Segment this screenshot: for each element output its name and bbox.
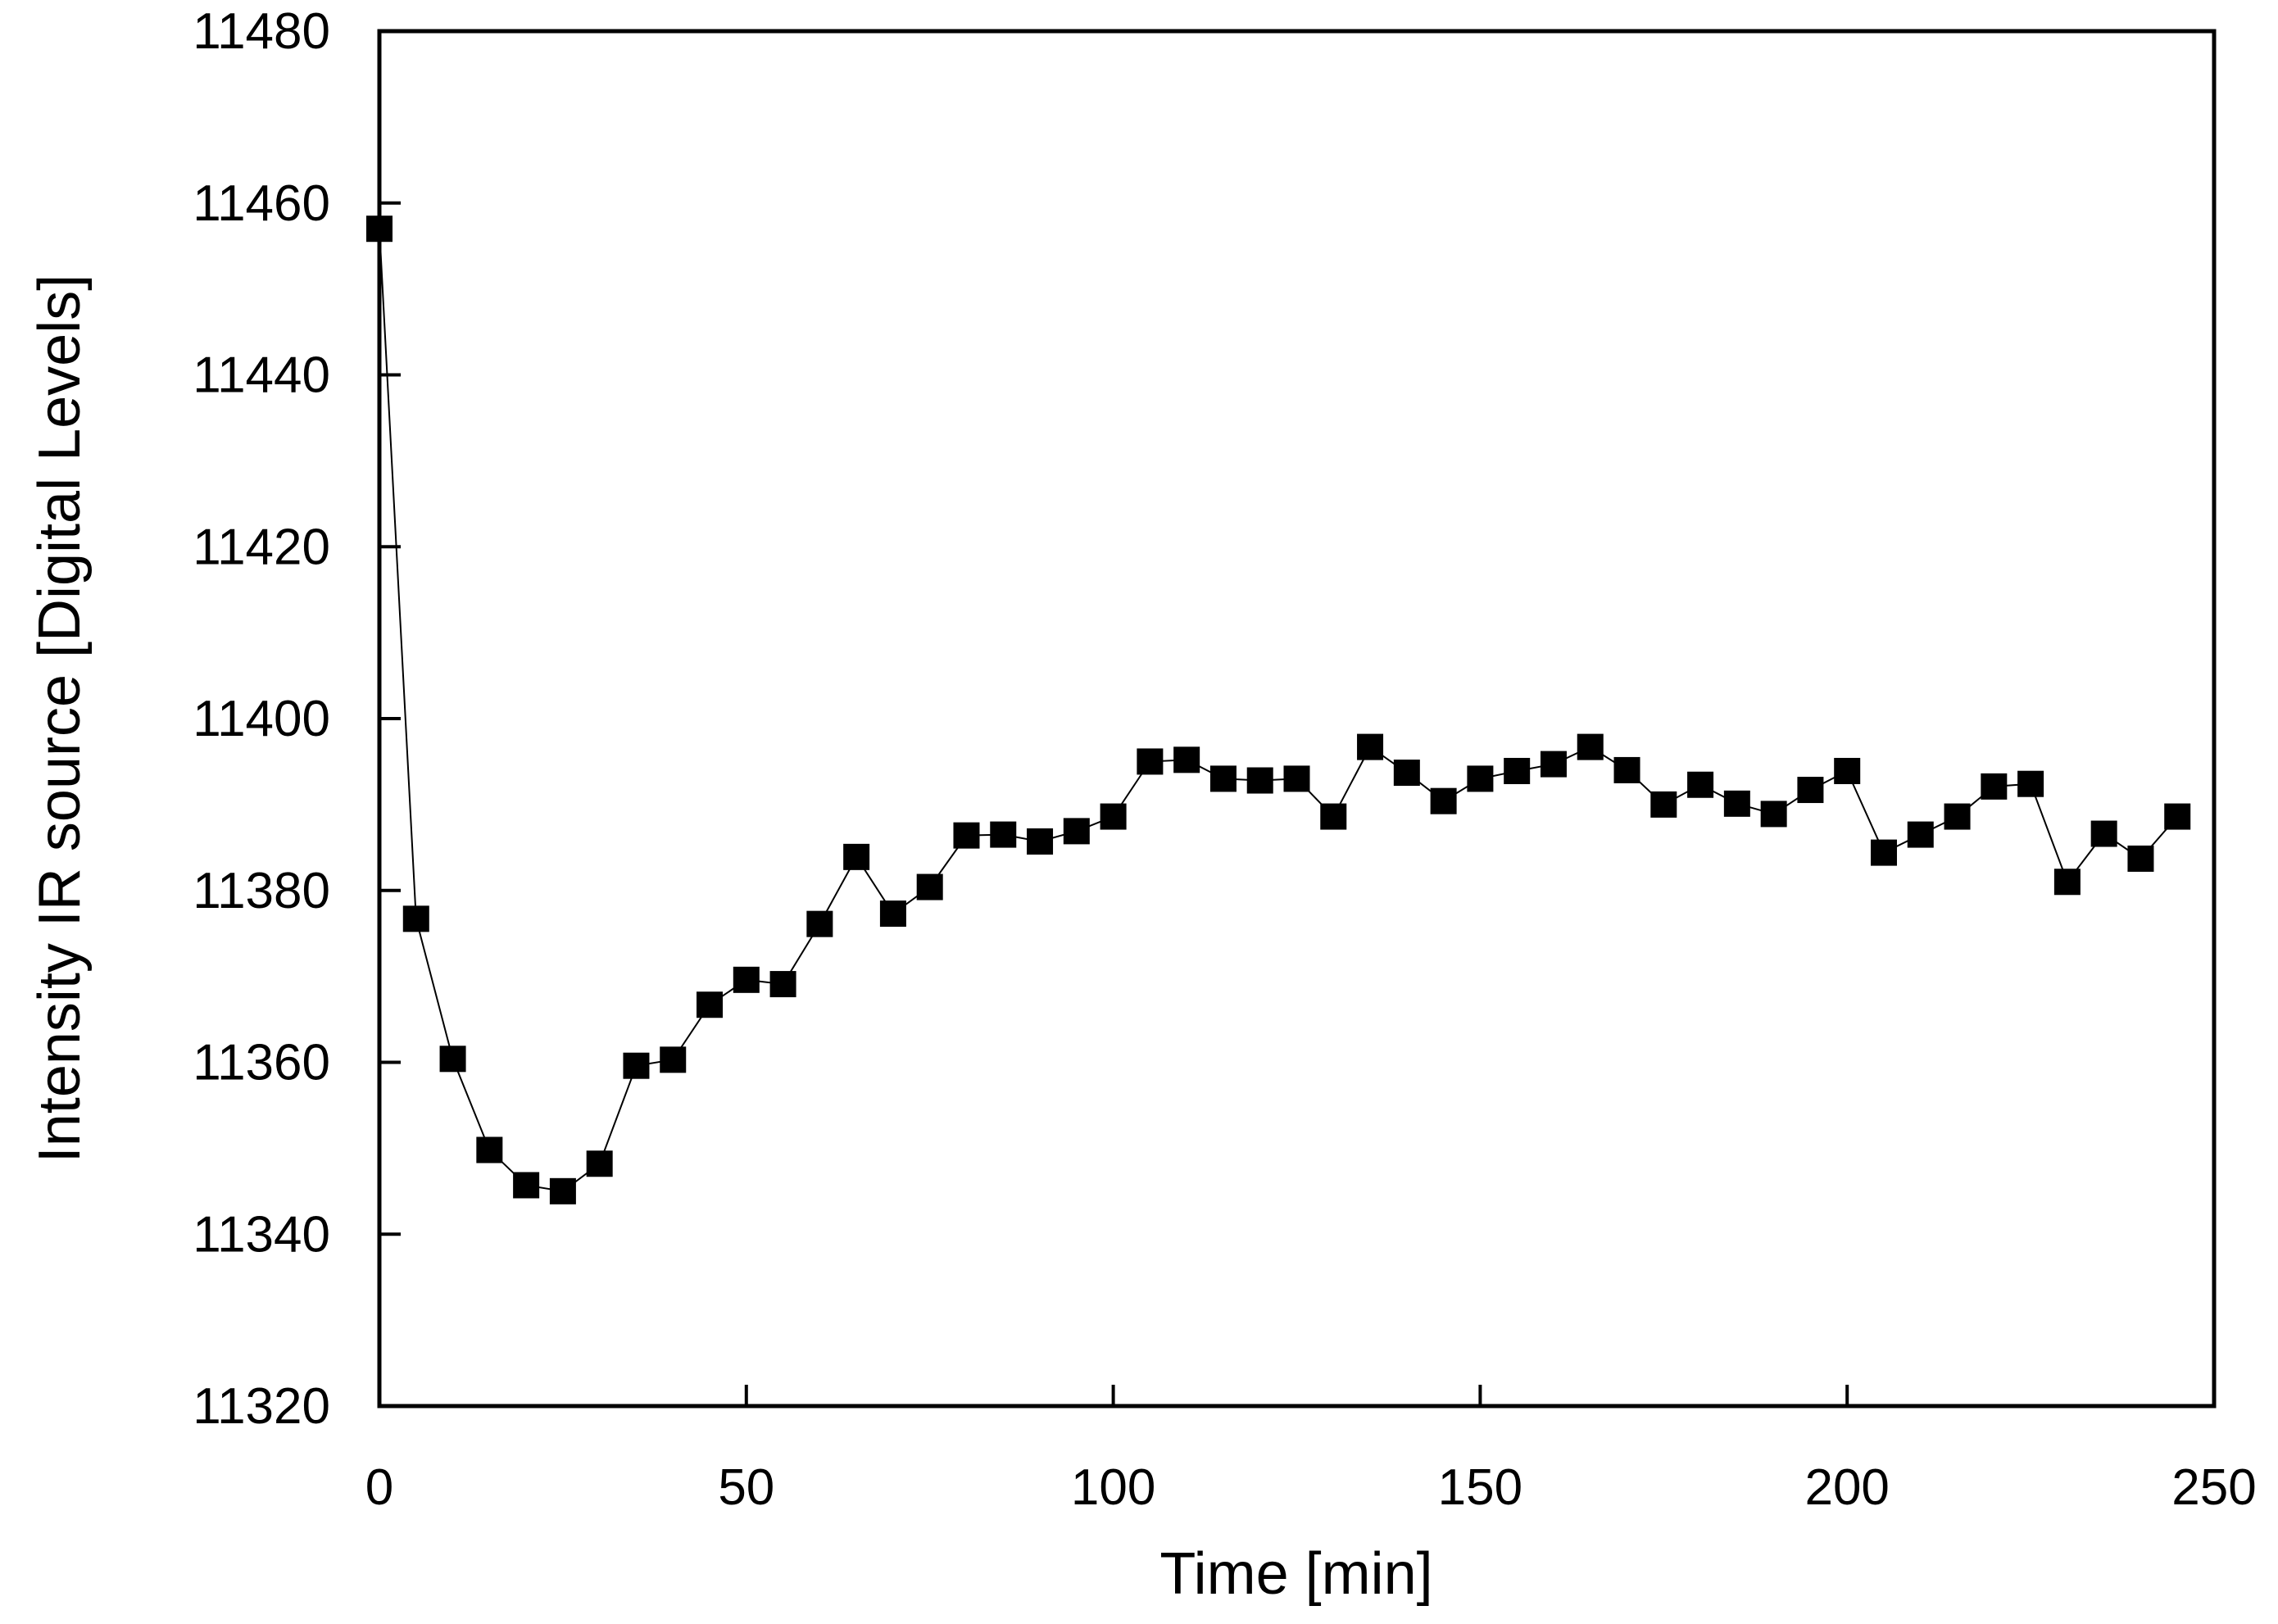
data-point xyxy=(1246,767,1273,794)
data-point xyxy=(2164,803,2191,830)
data-point xyxy=(2053,869,2081,896)
data-point xyxy=(513,1172,540,1199)
data-point xyxy=(1504,757,1531,784)
x-tick-label: 50 xyxy=(718,1459,774,1516)
y-tick-label: 11400 xyxy=(193,691,330,747)
data-point xyxy=(1283,765,1310,792)
data-point xyxy=(1797,777,1824,804)
data-point xyxy=(1687,771,1714,798)
data-point xyxy=(769,971,796,998)
data-point xyxy=(1173,746,1200,773)
y-tick-label: 11340 xyxy=(193,1206,330,1263)
x-tick-label: 150 xyxy=(1438,1459,1522,1516)
x-tick-label: 250 xyxy=(2171,1459,2256,1516)
data-point xyxy=(1981,773,2008,800)
data-point xyxy=(697,991,724,1018)
data-point xyxy=(1027,828,1054,855)
y-tick-label: 11460 xyxy=(193,175,330,232)
y-tick-label: 11480 xyxy=(193,3,330,60)
data-point xyxy=(660,1046,687,1073)
data-point xyxy=(1137,748,1164,775)
data-point xyxy=(953,822,980,849)
y-axis-title: Intensity IR source [Digital Levels] xyxy=(27,274,93,1163)
data-point xyxy=(439,1046,466,1073)
data-point xyxy=(806,910,833,937)
data-point xyxy=(1760,801,1787,828)
data-point xyxy=(476,1136,503,1164)
x-axis-title: Time [min] xyxy=(1159,1541,1432,1607)
data-point xyxy=(1430,787,1457,814)
y-tick-label: 11360 xyxy=(193,1035,330,1091)
x-tick-label: 0 xyxy=(365,1459,393,1516)
y-tick-label: 11320 xyxy=(193,1378,330,1435)
data-point xyxy=(1650,791,1677,818)
data-point xyxy=(843,843,870,870)
y-axis-ticks: 11320 11340 11360 11380 11400 11420 11440 11460… xyxy=(193,3,401,1435)
data-point xyxy=(2127,845,2154,872)
data-point xyxy=(366,215,393,243)
data-point xyxy=(733,966,760,993)
data-point xyxy=(1209,765,1237,792)
data-point xyxy=(1577,733,1604,760)
data-point xyxy=(879,900,906,928)
data-series xyxy=(366,215,2191,1204)
data-point xyxy=(1870,839,1897,866)
data-point xyxy=(1907,821,1934,848)
data-point xyxy=(2017,770,2044,797)
data-point xyxy=(1393,760,1420,787)
data-point xyxy=(1540,751,1567,778)
data-point xyxy=(1100,803,1127,830)
data-point xyxy=(1613,756,1640,783)
x-tick-label: 200 xyxy=(1804,1459,1889,1516)
data-point xyxy=(990,821,1017,848)
x-tick-label: 100 xyxy=(1071,1459,1155,1516)
y-tick-label: 11380 xyxy=(193,863,330,919)
data-point xyxy=(1467,765,1494,792)
data-point xyxy=(1357,733,1384,760)
data-point xyxy=(1320,803,1347,830)
data-point xyxy=(916,873,943,900)
data-point xyxy=(1834,757,1861,784)
data-point xyxy=(1723,790,1750,817)
data-point xyxy=(586,1150,613,1177)
data-point xyxy=(1944,803,1971,830)
data-point xyxy=(549,1177,576,1204)
data-point xyxy=(2090,820,2117,847)
plot-area-frame xyxy=(377,29,2217,1409)
data-point xyxy=(623,1052,650,1079)
series-line xyxy=(379,229,2178,1192)
x-axis-ticks: 0 50 100 150 200 250 xyxy=(365,1385,2257,1516)
data-point xyxy=(1063,818,1090,845)
y-tick-label: 11420 xyxy=(193,519,330,575)
y-tick-label: 11440 xyxy=(193,347,330,404)
data-point xyxy=(402,905,429,932)
